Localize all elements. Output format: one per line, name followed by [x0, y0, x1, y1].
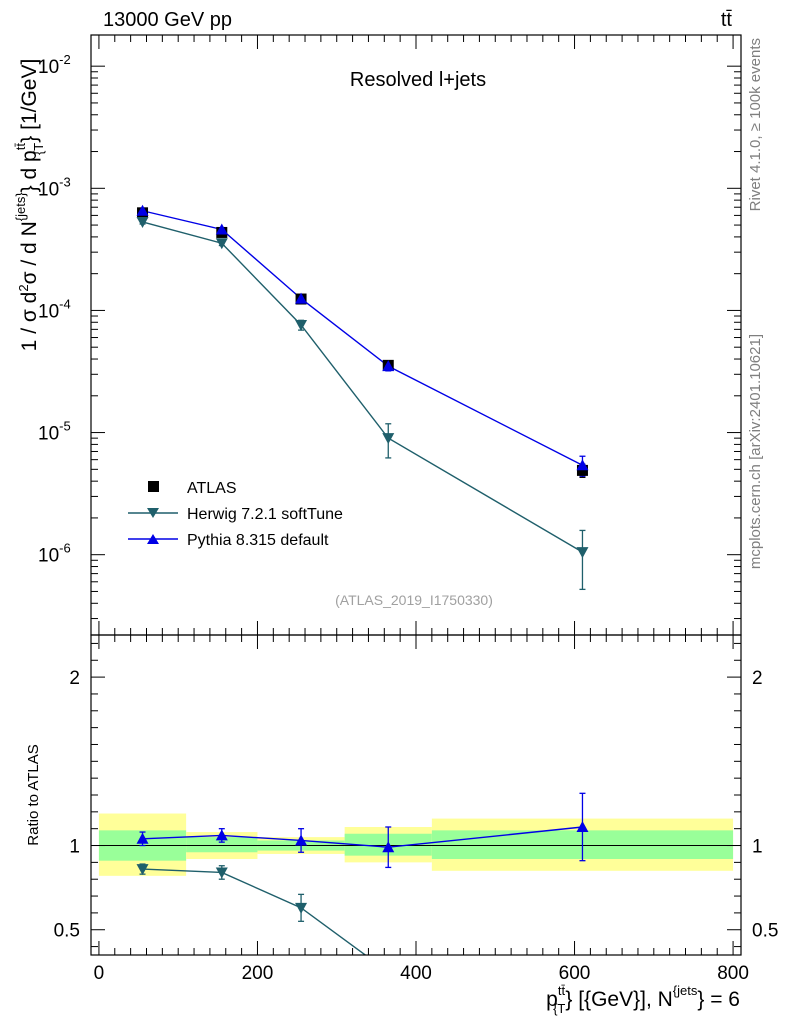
main-herwig-point [295, 319, 308, 331]
main-y-axis-label: 1 / σ d2σ / d N{jets}} d ptt̄ {T} [1/GeV] [13, 59, 46, 352]
ratio-herwig-point [215, 867, 228, 879]
process-label: tt̄ [721, 9, 733, 31]
ratio-herwig-point [295, 902, 308, 914]
ratio-y-tick-label-left: 2 [69, 668, 80, 689]
ratio-panel: 0.5 0.5 1 1 2 2 0 200 400 600 800 [54, 634, 778, 984]
ratio-pythia-point [295, 834, 308, 846]
mcplots-credit-text: mcplots.cern.ch [arXiv:2401.10621] [747, 334, 764, 569]
legend-entry-pythia: Pythia 8.315 default [128, 532, 329, 549]
main-herwig-point [215, 238, 228, 250]
legend-atlas-marker [148, 481, 159, 492]
main-y-tick-label: 10-2 [38, 52, 71, 78]
main-y-tick-label: 10-3 [38, 174, 71, 200]
ratio-y-tick-label-right: 1 [752, 837, 763, 858]
plot-title: Resolved l+jets [350, 69, 486, 91]
ratio-y-tick-label-left: 1 [69, 837, 80, 858]
ratio-pythia-point [576, 821, 589, 832]
ratio-y-tick-label-left: 0.5 [54, 921, 80, 942]
main-herwig-point [382, 433, 395, 445]
main-herwig-point [576, 547, 589, 559]
ratio-y-tick-label-right: 0.5 [752, 921, 778, 942]
main-pythia-point [136, 204, 149, 216]
main-pythia-line [142, 210, 583, 466]
ratio-pythia-point [382, 841, 395, 853]
x-tick-label: 200 [242, 963, 274, 984]
legend-atlas-label: ATLAS [187, 480, 237, 497]
ratio-plot-frame [90, 634, 742, 956]
main-pythia-point [576, 459, 589, 471]
main-herwig-point [136, 216, 149, 228]
ratio-herwig-point [136, 864, 149, 876]
ratio-inner-band [186, 837, 258, 853]
main-panel: 10-2 10-3 10-4 10-5 10-6 Resolved l+jets (AT… [38, 34, 742, 636]
ratio-y-tick-label-right: 2 [752, 668, 763, 689]
main-y-tick-label: 10-5 [38, 419, 71, 445]
x-tick-label: 800 [717, 963, 749, 984]
x-axis-label: ptt̄ {T} [{GeV}], N{jets} = 6 [546, 983, 740, 1016]
main-pythia-point [295, 292, 308, 304]
ratio-pythia-point [215, 829, 228, 841]
legend-herwig-label: Herwig 7.2.1 softTune [187, 506, 343, 523]
x-tick-label: 0 [94, 963, 105, 984]
analysis-watermark: (ATLAS_2019_I1750330) [335, 592, 493, 608]
energy-label: 13000 GeV pp [103, 9, 232, 31]
legend-entry-herwig: Herwig 7.2.1 softTune [128, 506, 343, 523]
ratio-herwig-line [142, 868, 367, 955]
legend: ATLAS Herwig 7.2.1 softTune Pythia 8.315… [128, 480, 343, 549]
ratio-pythia-point [136, 832, 149, 844]
legend-pythia-label: Pythia 8.315 default [187, 532, 329, 549]
main-y-tick-label: 10-4 [38, 296, 71, 322]
legend-entry-atlas: ATLAS [148, 480, 237, 497]
main-y-tick-label: 10-6 [38, 541, 71, 567]
x-tick-label: 600 [559, 963, 591, 984]
ratio-y-axis-label: Ratio to ATLAS [25, 744, 42, 845]
rivet-version-text: Rivet 4.1.0, ≥ 100k events [747, 38, 764, 211]
legend-herwig-marker [147, 508, 159, 518]
main-herwig-line [142, 221, 583, 553]
x-tick-label: 400 [400, 963, 432, 984]
main-pythia-point [215, 223, 228, 235]
main-pythia-point [382, 360, 395, 372]
main-atlas-point [576, 464, 588, 476]
legend-pythia-marker [147, 534, 159, 544]
